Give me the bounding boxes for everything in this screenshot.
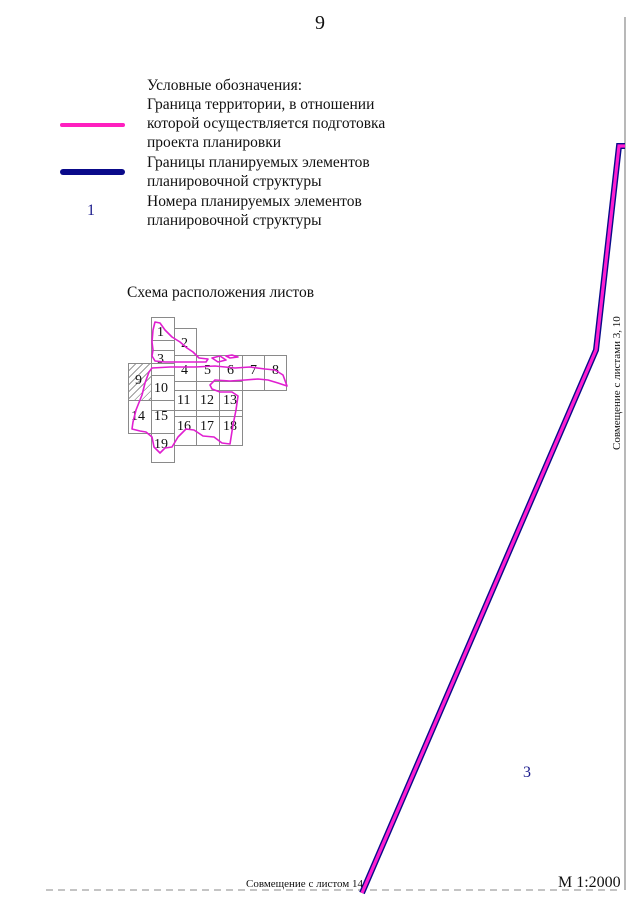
element-number-sample: 1	[87, 202, 95, 219]
bottom-match-line-caption: Совмещение с листом 14	[246, 878, 363, 890]
page-number: 9	[315, 12, 325, 34]
sheet-scheme-title: Схема расположения листов	[127, 284, 315, 301]
planning-element-number: 3	[523, 764, 531, 781]
legend-item-element-number: Номера планируемых элементов планировочн…	[147, 193, 362, 229]
row-divider	[174, 381, 243, 391]
territory-boundary-line	[360, 144, 625, 894]
legend-title: Условные обозначения:	[147, 77, 303, 94]
element-boundary-line	[359, 143, 625, 895]
legend-item-element-boundary: Границы планируемых элементов планировоч…	[147, 154, 370, 190]
legend-item-territory-boundary: Граница территории, в отношении которой …	[147, 96, 386, 151]
scheme-territory-outline	[131, 321, 288, 454]
row-divider	[174, 410, 243, 417]
right-match-line-caption: Совмещение с листами 3, 10	[611, 316, 623, 450]
scale-label: М 1:2000	[558, 874, 621, 891]
element-boundary-swatch-icon	[60, 169, 125, 175]
territory-boundary-swatch-icon	[60, 123, 125, 127]
